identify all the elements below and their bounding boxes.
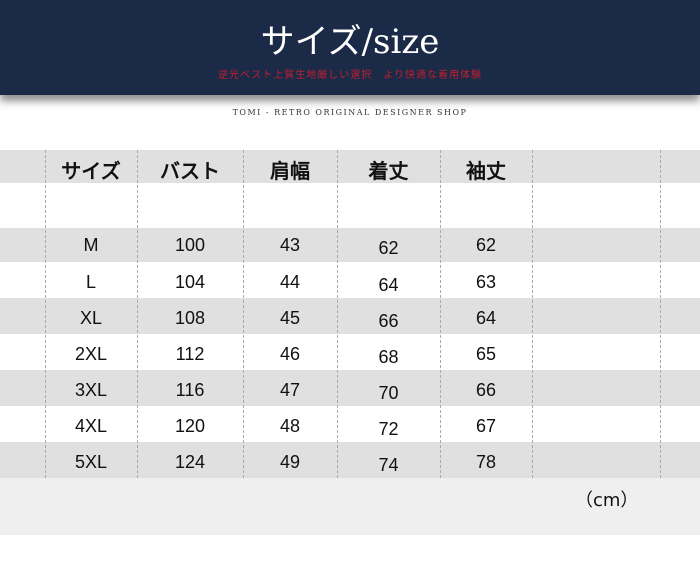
table-cell: 63 — [475, 272, 497, 292]
table-cell: 64 — [378, 275, 399, 295]
row-band — [0, 370, 700, 406]
table-cell: 70 — [378, 383, 399, 403]
column-divider — [137, 150, 138, 478]
table-cell: 108 — [174, 308, 206, 328]
table-cell: 72 — [378, 419, 399, 439]
row-band — [0, 442, 700, 478]
table-cell: 3XL — [74, 380, 108, 400]
column-divider — [660, 150, 661, 478]
table-cell: 2XL — [74, 344, 108, 364]
table-cell: 48 — [279, 416, 301, 436]
table-cell: 120 — [174, 416, 206, 436]
table-cell: XL — [79, 308, 103, 328]
row-band — [0, 406, 700, 442]
column-divider — [440, 150, 441, 478]
table-cell: 100 — [174, 235, 206, 255]
banner-subtitle: 逆光ベスト上質生地厳しい選択 より快適な着用体験 — [218, 70, 482, 81]
table-cell: 43 — [279, 235, 301, 255]
row-band — [0, 183, 700, 228]
table-cell: 62 — [475, 235, 497, 255]
table-cell: 65 — [475, 344, 497, 364]
table-cell: 64 — [475, 308, 497, 328]
table-cell: 44 — [279, 272, 301, 292]
table-cell: 45 — [279, 308, 301, 328]
table-cell: 46 — [279, 344, 301, 364]
table-cell: 66 — [475, 380, 497, 400]
column-header: 肩幅 — [270, 161, 310, 183]
table-cell: 47 — [279, 380, 301, 400]
table-cell: 68 — [378, 347, 399, 367]
table-cell: 124 — [174, 452, 206, 472]
table-cell: M — [83, 235, 99, 255]
table-cell: 66 — [378, 311, 399, 331]
table-cell: 112 — [175, 344, 205, 364]
table-cell: 4XL — [74, 416, 108, 436]
column-divider — [532, 150, 533, 478]
shop-name: TOMI - RETRO ORIGINAL DESIGNER SHOP — [232, 108, 468, 117]
unit-label: （cm） — [575, 490, 639, 511]
row-band — [0, 478, 700, 535]
row-band — [0, 334, 700, 370]
table-cell: 49 — [279, 452, 301, 472]
table-cell: 62 — [378, 238, 399, 258]
row-band — [0, 262, 700, 298]
column-divider — [337, 150, 338, 478]
row-band — [0, 228, 700, 262]
table-cell: 67 — [475, 416, 497, 436]
column-header: バスト — [160, 161, 220, 183]
table-cell: 5XL — [74, 452, 108, 472]
table-cell: 78 — [475, 452, 497, 472]
row-band — [0, 298, 700, 334]
column-header: 袖丈 — [466, 161, 506, 183]
table-cell: L — [85, 272, 96, 292]
table-cell: 74 — [378, 455, 399, 475]
banner-title: サイズ/size — [260, 22, 440, 62]
column-header: サイズ — [61, 161, 121, 183]
column-divider — [45, 150, 46, 478]
table-cell: 104 — [174, 272, 206, 292]
column-header: 着丈 — [368, 161, 409, 183]
row-band — [0, 150, 700, 183]
column-divider — [243, 150, 244, 478]
header-banner: サイズ/size 逆光ベスト上質生地厳しい選択 より快適な着用体験 — [0, 0, 700, 95]
table-cell: 116 — [175, 380, 205, 400]
